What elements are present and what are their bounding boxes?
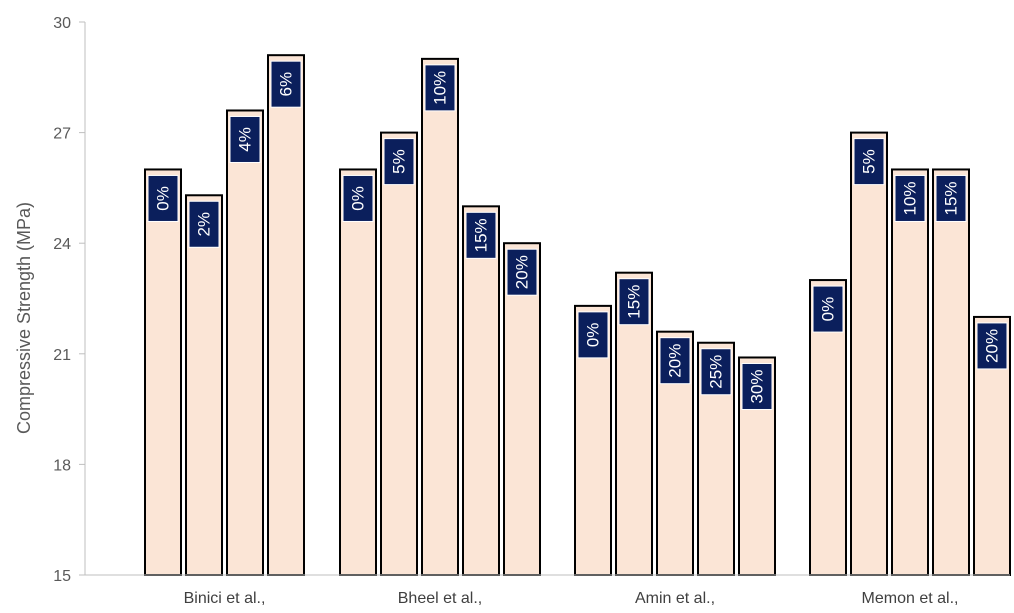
bar — [267, 54, 305, 577]
bar-data-label: 20% — [983, 329, 1002, 363]
bar-label-box — [976, 322, 1008, 370]
y-tick-label: 30 — [53, 15, 71, 32]
bar-data-label: 15% — [625, 285, 644, 319]
bar-data-label: 25% — [707, 355, 726, 389]
category-label: Amin et al., — [635, 590, 715, 607]
bar-label-box — [229, 115, 261, 163]
bar-data-label: 5% — [390, 149, 409, 174]
y-tick-label: 27 — [53, 126, 71, 143]
bar — [339, 168, 377, 576]
bar — [185, 194, 223, 576]
bar-data-label: 10% — [431, 71, 450, 105]
bar-data-label: 0% — [154, 186, 173, 211]
bar-label-box — [424, 64, 456, 112]
y-tick-label: 15 — [53, 568, 71, 585]
plot-area: 15 18 21 24 27 30 0% 2% 4% 6% Binici et al., 0% 5% 10… — [53, 15, 1011, 607]
y-tick-label: 18 — [53, 457, 71, 474]
bar-data-label: 20% — [666, 344, 685, 378]
bar-data-label: 15% — [942, 181, 961, 215]
bar — [226, 109, 264, 576]
bar-data-label: 0% — [349, 186, 368, 211]
bar-label-box — [659, 337, 691, 385]
bar-data-label: 10% — [901, 181, 920, 215]
bar-label-box — [577, 311, 609, 359]
bar-label-box — [188, 200, 220, 248]
category-label: Binici et al., — [184, 590, 266, 607]
bar-data-label: 2% — [195, 212, 214, 237]
bar-label-box — [812, 285, 844, 333]
bar — [380, 131, 418, 576]
bar-label-box — [700, 348, 732, 396]
bar-data-label: 0% — [819, 297, 838, 322]
bar — [850, 131, 888, 576]
bar-label-box — [147, 174, 179, 222]
bar — [144, 168, 182, 576]
bar-label-box — [270, 60, 302, 108]
bar-label-box — [383, 138, 415, 186]
bar-data-label: 0% — [584, 323, 603, 348]
category-label: Memon et al., — [862, 590, 959, 607]
bar-data-label: 15% — [472, 218, 491, 252]
y-tick-label: 24 — [53, 236, 71, 253]
bar — [891, 168, 929, 576]
bar — [462, 205, 500, 576]
y-tick-label: 21 — [53, 347, 71, 364]
bar-data-label: 5% — [860, 149, 879, 174]
category-label: Bheel et al., — [398, 590, 483, 607]
bar-label-box — [342, 174, 374, 222]
bar-label-box — [894, 174, 926, 222]
bar-data-label: 4% — [236, 127, 255, 152]
bar-label-box — [465, 211, 497, 259]
bar — [932, 168, 970, 576]
bar-data-label: 20% — [513, 255, 532, 289]
bar-label-box — [935, 174, 967, 222]
bar-label-box — [506, 248, 538, 296]
bar — [421, 57, 459, 577]
y-axis-title: Compressive Strength (MPa) — [14, 202, 34, 434]
bar-label-box — [741, 362, 773, 410]
bar-data-label: 6% — [277, 72, 296, 97]
bar-label-box — [618, 278, 650, 326]
bar-label-box — [853, 138, 885, 186]
bar-data-label: 30% — [748, 369, 767, 403]
